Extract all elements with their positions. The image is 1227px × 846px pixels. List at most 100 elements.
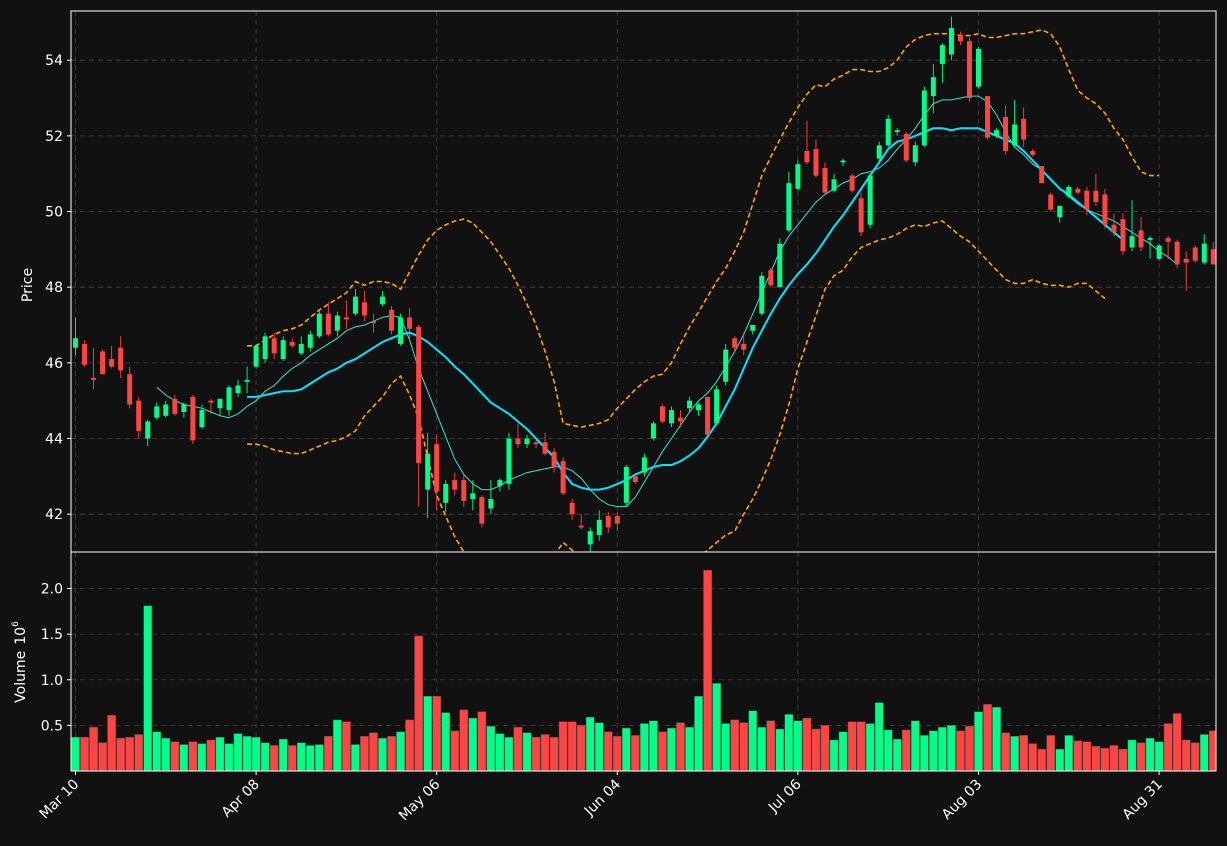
price-tick-label: 48	[45, 280, 63, 296]
candle-body-up	[1156, 245, 1162, 259]
candle-body-up	[1147, 237, 1153, 240]
grid-layer	[71, 11, 1216, 771]
volume-axis-label: Volume106	[11, 621, 29, 703]
candle-body-down	[732, 338, 738, 348]
price-axis-label: Price	[20, 268, 36, 302]
series-bollinger_lower	[247, 220, 1106, 552]
volume-bar	[296, 742, 306, 771]
candle-body-up	[334, 315, 340, 331]
candle-body-up	[894, 130, 900, 133]
volume-bar	[1091, 746, 1101, 771]
volume-bar	[170, 741, 180, 771]
volume-tick-label: 1.5	[41, 627, 63, 643]
volume-bar	[360, 736, 369, 771]
volume-axis-label-text: Volume	[13, 651, 29, 703]
volume-bar	[1082, 741, 1092, 771]
candle-body-up	[885, 118, 891, 146]
volume-bar	[89, 727, 98, 771]
volume-bar	[378, 737, 387, 771]
candle-body-down	[118, 347, 124, 371]
volume-bar	[287, 745, 297, 771]
candle-body-down	[632, 476, 638, 483]
candle-body-up	[307, 334, 313, 348]
volume-bar	[1019, 735, 1028, 771]
volume-bar	[1073, 740, 1083, 771]
candle-body-down	[389, 309, 395, 331]
volume-bar	[134, 734, 144, 771]
candle-body-down	[325, 313, 331, 335]
volume-bar	[712, 683, 721, 771]
volume-bar	[757, 727, 767, 771]
volume-bar	[1172, 713, 1182, 771]
volume-bar	[811, 728, 821, 771]
volume-bar	[640, 723, 649, 771]
candle-body-down	[813, 149, 819, 176]
candle-body-up	[912, 145, 918, 163]
candle-body-down	[407, 317, 413, 329]
volume-bar	[549, 737, 559, 771]
volume-bar	[856, 721, 866, 771]
volume-bar	[251, 737, 261, 771]
volume-bar	[649, 720, 658, 771]
candle-body-down	[343, 317, 349, 320]
candle-body-up	[217, 398, 223, 409]
candle-body-up	[687, 400, 693, 409]
candle-body-up	[298, 343, 304, 354]
volume-bar	[161, 737, 171, 771]
volume-bar	[603, 731, 613, 771]
candle-body-up	[488, 499, 494, 509]
volume-bar	[486, 726, 496, 771]
candle-body-down	[1093, 190, 1099, 203]
volume-bar	[685, 727, 694, 771]
candle-body-down	[370, 321, 376, 324]
candle-body-down	[560, 461, 566, 494]
candle-body-up	[253, 345, 259, 367]
volume-bar	[585, 716, 595, 771]
volume-bar	[1028, 743, 1037, 771]
volume-bar	[892, 738, 902, 771]
volume-bar	[188, 741, 198, 771]
volume-bar	[739, 722, 749, 771]
candle-body-down	[1111, 224, 1117, 233]
volume-bar	[197, 743, 207, 771]
candle-body-down	[966, 41, 972, 99]
candle-body-down	[1039, 166, 1045, 184]
volume-bar	[730, 719, 739, 771]
volume-bar	[414, 635, 423, 771]
candle-body-down	[1102, 194, 1108, 225]
volume-bar	[80, 737, 89, 771]
candle-body-down	[452, 480, 458, 490]
volume-bar	[495, 733, 505, 771]
volume-bar	[947, 725, 956, 771]
candle-body-up	[181, 404, 187, 413]
volume-bar	[513, 727, 523, 771]
candle-body-up	[696, 404, 702, 411]
candle-body-down	[1120, 219, 1126, 252]
volume-bar	[1001, 732, 1010, 771]
volume-bar	[1109, 745, 1119, 771]
price-tick-label: 50	[45, 205, 63, 221]
volume-bar	[342, 721, 351, 771]
volume-bar	[206, 739, 216, 771]
volume-bar	[1037, 748, 1047, 771]
volume-bar	[450, 730, 460, 771]
volume-bar	[1190, 742, 1200, 771]
candle-body-up	[145, 421, 151, 439]
candle-body-down	[678, 417, 684, 422]
volume-bar	[1154, 741, 1164, 771]
volume-bar	[847, 721, 857, 771]
volume-bar	[215, 737, 225, 771]
volume-bar	[504, 737, 514, 771]
candle-body-down	[659, 406, 665, 422]
volume-bar	[540, 734, 550, 771]
volume-axis-label-exponent: 6	[11, 621, 21, 627]
volume-bar	[820, 725, 830, 771]
volume-bar	[622, 727, 631, 771]
candle-body-up	[976, 48, 981, 87]
candle-body-up	[596, 519, 602, 535]
volume-bar	[1010, 736, 1019, 771]
candle-body-down	[768, 270, 774, 286]
volume-bar	[865, 723, 875, 771]
